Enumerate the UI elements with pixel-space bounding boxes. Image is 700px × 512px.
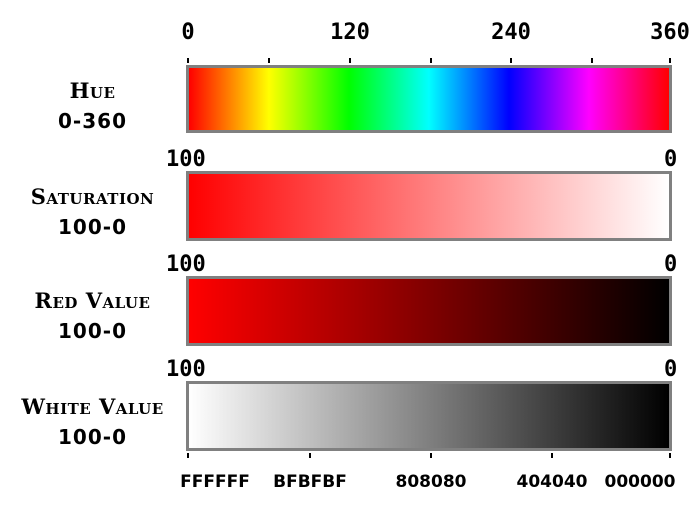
saturation-right-value: 0: [664, 147, 678, 172]
red-value-gradient-bar: [186, 276, 672, 346]
hue-axis-label-360: 360: [650, 20, 690, 45]
hue-axis-label-240: 240: [491, 20, 531, 45]
red-value-right-value: 0: [664, 252, 678, 277]
hex-label-bfbfbf: BFBFBF: [273, 472, 347, 492]
hex-axis-tick: [430, 453, 432, 458]
saturation-label-range: 100-0: [58, 215, 127, 239]
saturation-gradient-bar: [186, 171, 672, 241]
hue-label-range: 0-360: [58, 109, 127, 133]
hex-axis-tick: [187, 453, 189, 458]
red-value-left-value: 100: [166, 252, 206, 277]
hue-axis-tick: [349, 58, 351, 63]
hue-axis-label-0: 0: [181, 20, 195, 45]
hex-label-404040: 404040: [516, 472, 588, 492]
hue-gradient-bar: [186, 65, 672, 133]
hue-label: Hue 0-360: [0, 76, 185, 136]
white-value-gradient-bar: [186, 381, 672, 451]
hue-label-name: Hue: [69, 78, 116, 103]
saturation-label: Saturation 100-0: [0, 182, 185, 242]
hue-axis-tick: [430, 58, 432, 63]
red-value-label: Red Value 100-0: [0, 286, 185, 346]
hue-axis-tick: [268, 58, 270, 63]
hex-label-ffffff: FFFFFF: [180, 472, 250, 492]
hue-axis-tick: [591, 58, 593, 63]
hex-axis-tick: [551, 453, 553, 458]
hue-axis-tick: [669, 58, 671, 63]
white-value-left-value: 100: [166, 357, 206, 382]
white-value-label-range: 100-0: [58, 425, 127, 449]
hue-axis-tick: [187, 58, 189, 63]
hex-axis-tick: [669, 453, 671, 458]
saturation-left-value: 100: [166, 147, 206, 172]
white-value-right-value: 0: [664, 357, 678, 382]
hue-axis-tick: [510, 58, 512, 63]
white-value-label-name: White Value: [21, 394, 164, 419]
hex-label-000000: 000000: [604, 472, 676, 492]
red-value-label-range: 100-0: [58, 319, 127, 343]
hex-label-808080: 808080: [395, 472, 467, 492]
red-value-label-name: Red Value: [34, 288, 151, 313]
hue-axis-label-120: 120: [330, 20, 370, 45]
white-value-label: White Value 100-0: [0, 392, 185, 452]
hex-axis-tick: [309, 453, 311, 458]
saturation-label-name: Saturation: [30, 184, 155, 209]
